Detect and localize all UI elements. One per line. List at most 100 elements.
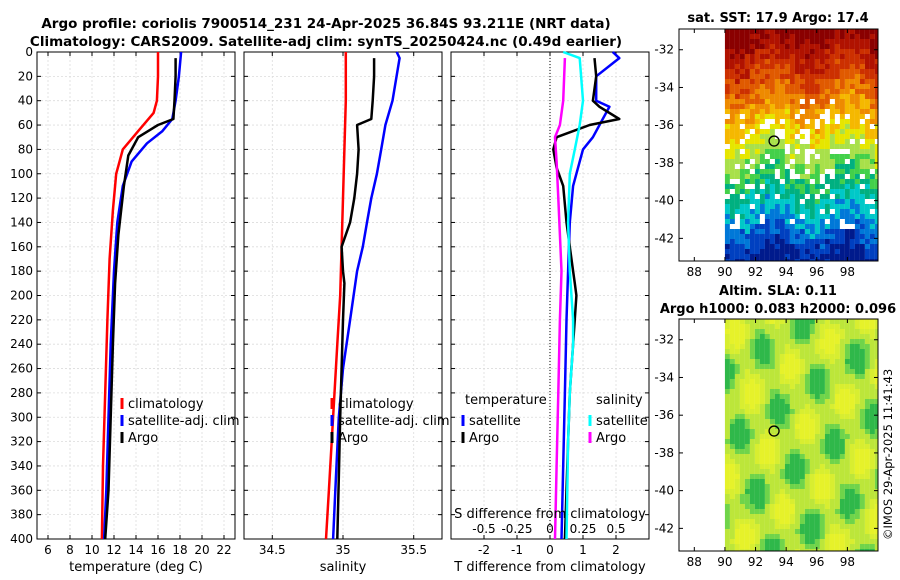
map-cell bbox=[789, 354, 795, 359]
map-cell bbox=[804, 124, 810, 129]
map-cell bbox=[739, 134, 745, 139]
map-cell bbox=[809, 179, 815, 184]
map-cell bbox=[759, 229, 765, 234]
map-cell bbox=[729, 449, 735, 454]
map-cell bbox=[864, 164, 870, 169]
map-cell bbox=[824, 549, 830, 551]
map-cell bbox=[869, 64, 875, 69]
map-cell bbox=[869, 154, 875, 159]
map-cell bbox=[774, 239, 780, 244]
map-cell bbox=[854, 164, 860, 169]
map-cell bbox=[819, 419, 825, 424]
map-cell bbox=[849, 539, 855, 544]
map-cell bbox=[859, 324, 865, 329]
map-cell bbox=[784, 89, 790, 94]
map-cell bbox=[839, 74, 845, 79]
map-cell bbox=[784, 204, 790, 209]
map-cell bbox=[774, 234, 780, 239]
map-cell bbox=[724, 494, 730, 499]
map-cell bbox=[869, 244, 875, 249]
map-cell bbox=[759, 504, 765, 509]
map-cell bbox=[754, 104, 760, 109]
map-cell bbox=[814, 254, 820, 259]
map-cell bbox=[724, 399, 730, 404]
map-cell bbox=[769, 239, 775, 244]
map-cell bbox=[729, 39, 735, 44]
map-cell bbox=[799, 194, 805, 199]
map-cell bbox=[834, 544, 840, 549]
map-cell bbox=[754, 154, 760, 159]
map-cell bbox=[829, 54, 835, 59]
map-cell bbox=[759, 349, 765, 354]
map-cell bbox=[874, 109, 878, 114]
map-cell bbox=[844, 214, 850, 219]
map-cell bbox=[804, 334, 810, 339]
map-cell bbox=[854, 464, 860, 469]
map-cell bbox=[754, 484, 760, 489]
map-cell bbox=[784, 429, 790, 434]
map-cell bbox=[829, 179, 835, 184]
map-cell bbox=[839, 424, 845, 429]
map-cell bbox=[854, 149, 860, 154]
map-cell bbox=[804, 434, 810, 439]
map-cell bbox=[744, 74, 750, 79]
map-cell bbox=[769, 259, 775, 261]
map-cell bbox=[814, 204, 820, 209]
map-cell bbox=[754, 254, 760, 259]
map-cell bbox=[729, 129, 735, 134]
map-cell bbox=[729, 59, 735, 64]
map-cell bbox=[794, 64, 800, 69]
map-cell bbox=[859, 209, 865, 214]
map-cell bbox=[739, 74, 745, 79]
map-cell bbox=[764, 89, 770, 94]
map-cell bbox=[859, 129, 865, 134]
map-cell bbox=[794, 544, 800, 549]
map-cell bbox=[869, 344, 875, 349]
map-cell bbox=[794, 49, 800, 54]
map-cell bbox=[874, 334, 878, 339]
map-cell bbox=[764, 254, 770, 259]
map-cell bbox=[874, 174, 878, 179]
map-cell bbox=[799, 534, 805, 539]
map-cell bbox=[739, 374, 745, 379]
map-cell bbox=[749, 324, 755, 329]
map-cell bbox=[814, 534, 820, 539]
map-cell bbox=[769, 469, 775, 474]
map-cell bbox=[769, 379, 775, 384]
map-cell bbox=[754, 334, 760, 339]
map-cell bbox=[829, 389, 835, 394]
map-cell bbox=[814, 34, 820, 39]
map-cell bbox=[794, 39, 800, 44]
map-cell bbox=[799, 419, 805, 424]
map-cell bbox=[794, 254, 800, 259]
map-cell bbox=[859, 124, 865, 129]
map-cell bbox=[809, 254, 815, 259]
map-cell bbox=[824, 214, 830, 219]
map-cell bbox=[864, 374, 870, 379]
map-cell bbox=[749, 259, 755, 261]
map-cell bbox=[789, 219, 795, 224]
map-cell bbox=[789, 159, 795, 164]
map-cell bbox=[799, 69, 805, 74]
x-tick-label: 34.5 bbox=[259, 543, 286, 557]
map-cell bbox=[839, 464, 845, 469]
map-cell bbox=[774, 484, 780, 489]
map-cell bbox=[739, 39, 745, 44]
map-cell bbox=[724, 64, 730, 69]
map-cell bbox=[784, 404, 790, 409]
map-cell bbox=[749, 499, 755, 504]
map-cell bbox=[854, 504, 860, 509]
map-cell bbox=[799, 494, 805, 499]
map-cell bbox=[754, 409, 760, 414]
map-cell bbox=[834, 429, 840, 434]
map-cell bbox=[754, 339, 760, 344]
map-cell bbox=[864, 329, 870, 334]
map-cell bbox=[844, 99, 850, 104]
map-cell bbox=[729, 444, 735, 449]
map-cell bbox=[839, 319, 845, 324]
map-cell bbox=[724, 49, 730, 54]
map-cell bbox=[834, 124, 840, 129]
map-cell bbox=[834, 354, 840, 359]
map-cell bbox=[819, 179, 825, 184]
map-cell bbox=[824, 474, 830, 479]
